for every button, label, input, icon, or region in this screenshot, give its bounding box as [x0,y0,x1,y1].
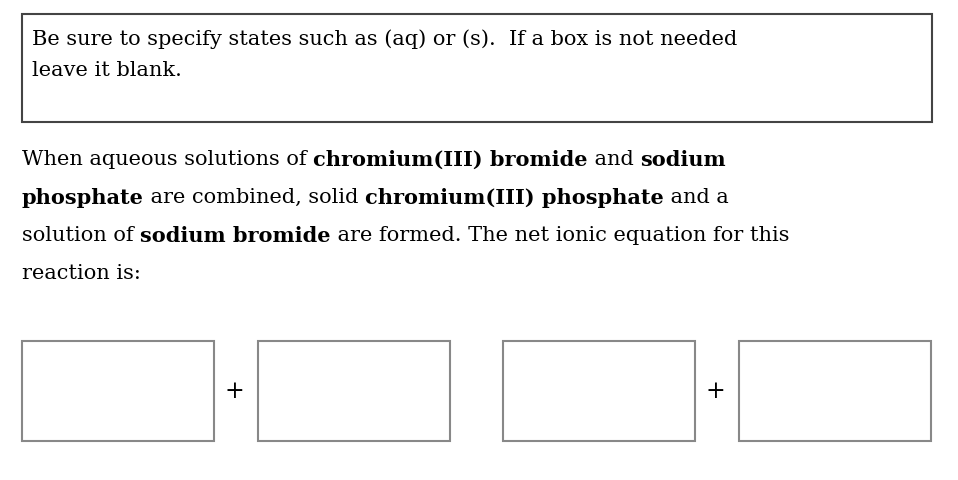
Text: and: and [588,150,640,168]
Text: are combined, solid: are combined, solid [144,188,365,206]
Text: are formed. The net ionic equation for this: are formed. The net ionic equation for t… [331,226,789,244]
Text: chromium(III) bromide: chromium(III) bromide [313,150,588,169]
Text: reaction is:: reaction is: [22,264,141,282]
Text: When aqueous solutions of: When aqueous solutions of [22,150,313,168]
Text: solution of: solution of [22,226,140,244]
Text: and a: and a [664,188,728,206]
Text: Be sure to specify states such as (aq) or (s).  If a box is not needed: Be sure to specify states such as (aq) o… [32,29,738,48]
Text: chromium(III) phosphate: chromium(III) phosphate [365,188,664,207]
Text: phosphate: phosphate [22,188,144,207]
Text: +: + [224,380,244,403]
Text: +: + [705,380,725,403]
Text: sodium bromide: sodium bromide [140,226,331,245]
Text: leave it blank.: leave it blank. [32,61,182,80]
Text: sodium: sodium [640,150,726,169]
